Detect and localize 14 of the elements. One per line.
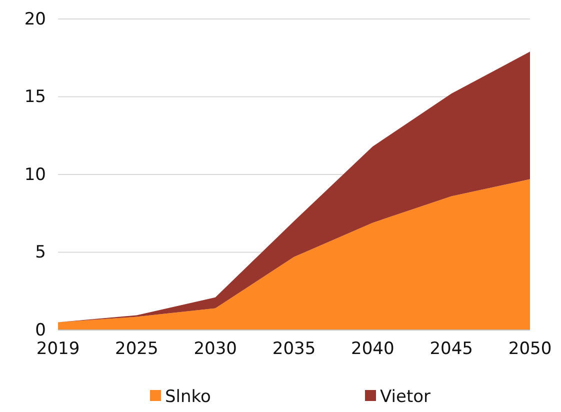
y-tick-label: 5 — [35, 242, 46, 263]
x-tick-label: 2025 — [115, 339, 158, 360]
x-tick-label: 2019 — [36, 339, 80, 360]
x-tick-label: 2035 — [272, 339, 316, 360]
legend-label: Vietor — [380, 387, 431, 407]
x-tick-label: 2050 — [508, 339, 552, 360]
x-tick-label: 2040 — [351, 339, 394, 360]
legend-label: Slnko — [165, 387, 211, 407]
x-tick-label: 2045 — [430, 339, 473, 360]
x-tick-label: 2030 — [194, 339, 237, 360]
y-tick-label: 0 — [35, 320, 46, 340]
y-tick-label: 20 — [24, 9, 46, 30]
y-tick-label: 10 — [24, 164, 46, 185]
y-tick-label: 15 — [24, 87, 46, 108]
